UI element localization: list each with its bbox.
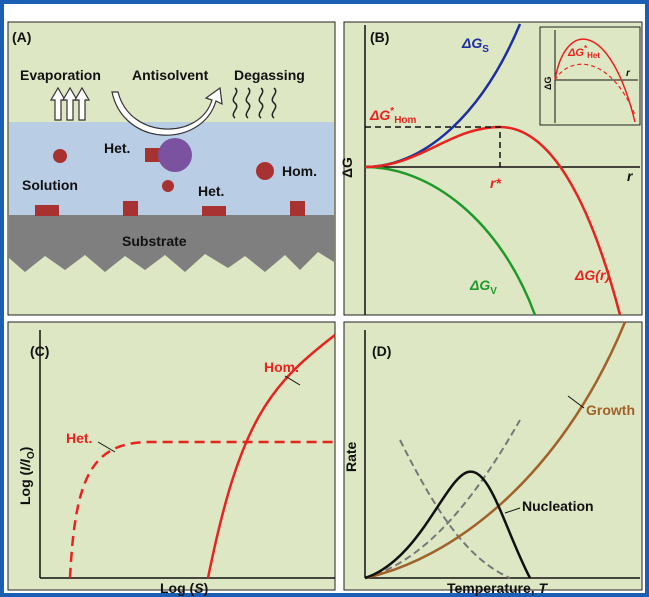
label: Hom — [394, 115, 416, 126]
label: Hom. — [282, 163, 317, 179]
axis-label: ΔG — [543, 77, 553, 90]
label: ΔG — [369, 107, 390, 123]
panel-label: (C) — [30, 343, 49, 359]
label: ΔG — [567, 47, 584, 59]
cluster — [158, 138, 192, 172]
svg-text:Log (S): Log (S) — [160, 580, 208, 596]
svg-text:Temperature, T: Temperature, T — [447, 580, 549, 596]
label: Degassing — [234, 67, 305, 83]
label: Het. — [198, 183, 224, 199]
label: r* — [490, 175, 501, 191]
axis-label: ΔG — [339, 157, 355, 178]
label: ΔG — [461, 35, 482, 51]
label: Het. — [104, 140, 130, 156]
label: Growth — [586, 402, 635, 418]
axis-label: Log ( — [160, 580, 195, 596]
panel-a: (A) Evaporation Antisolvent Degassing H — [8, 22, 335, 315]
axis-label: T — [539, 580, 549, 596]
inset: ΔG ΔG*Het r — [540, 27, 640, 125]
label: ΔG(r) — [574, 267, 610, 283]
axis-label: Rate — [343, 441, 359, 472]
figure: (A) Evaporation Antisolvent Degassing H — [0, 0, 649, 597]
label: ΔG — [469, 277, 490, 293]
label: Evaporation — [20, 67, 101, 83]
evaporation-arrows — [51, 88, 89, 120]
label: S — [482, 44, 489, 55]
panel-label: (D) — [372, 343, 391, 359]
label: Het — [587, 51, 600, 60]
axis-label: Temperature, — [447, 580, 539, 596]
label: Nucleation — [522, 498, 594, 514]
label: Hom. — [264, 359, 299, 375]
label: Solution — [22, 177, 78, 193]
label: Het. — [66, 430, 92, 446]
panel-label: (B) — [370, 29, 389, 45]
panel-label: (A) — [12, 29, 31, 45]
axis-label: ) — [204, 580, 209, 596]
axis-label: Log ( — [17, 470, 33, 505]
axis-label: ) — [17, 447, 33, 452]
label: Substrate — [122, 233, 187, 249]
panel-b: (B) ΔG ΔGS ΔG*Hom r* r ΔGV ΔG(r) ΔG ΔG*H… — [339, 22, 642, 315]
panel-c: (C) Hom. Het. Log (I/IO) Log (S) — [8, 322, 335, 596]
panel-d: (D) Growth Nucleation Rate Temperature, … — [343, 322, 642, 596]
label: Antisolvent — [132, 67, 209, 83]
label: V — [490, 286, 497, 297]
panel-bg — [344, 322, 642, 590]
